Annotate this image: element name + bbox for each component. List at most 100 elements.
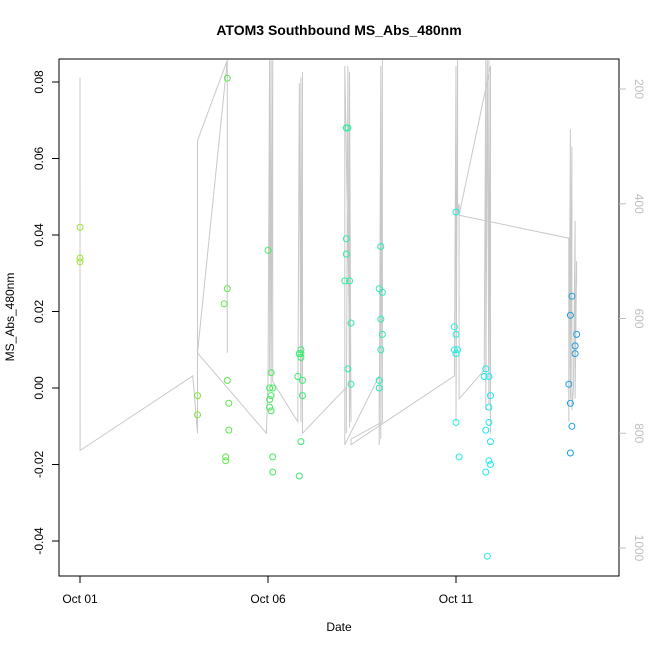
right-tick-label-0: 200 [632,79,646,99]
points-layer [76,74,581,560]
data-point-13 [264,246,272,254]
x-tick-label-1: Oct 06 [250,592,286,606]
data-point-57 [482,365,490,373]
data-point-39 [344,365,352,373]
y-tick-label-3: 0.02 [32,299,46,323]
data-point-64 [487,438,494,446]
data-point-10 [225,426,233,434]
data-point-33 [344,124,352,132]
data-point-9 [225,399,233,407]
data-point-48 [375,384,383,392]
data-point-27 [294,373,302,380]
right-tick-label-2: 600 [632,308,646,328]
data-point-1 [76,254,84,262]
data-point-66 [487,461,494,468]
depth-line [79,60,578,452]
y-tick-label-2: 0.00 [32,376,46,400]
data-point-30 [297,438,305,446]
x-axis-label: Date [326,620,352,634]
data-point-12 [222,457,230,465]
data-point-29 [299,392,306,400]
data-point-6 [223,74,231,82]
data-point-77 [566,449,574,457]
data-point-7 [223,285,231,293]
data-point-35 [342,250,350,258]
data-point-67 [482,468,490,476]
data-point-63 [482,426,490,434]
data-point-4 [194,411,201,419]
data-point-44 [377,315,385,323]
x-tick-label-2: Oct 11 [439,592,474,606]
data-point-56 [455,453,463,461]
right-tick-label-1: 400 [632,194,646,214]
data-point-65 [485,457,493,465]
data-point-68 [483,552,491,560]
data-point-76 [568,422,576,430]
data-point-52 [450,346,458,354]
data-point-53 [454,346,462,354]
chart-title: ATOM3 Southbound MS_Abs_480nm [216,22,461,38]
data-point-31 [295,472,303,480]
y-tick-label-4: 0.04 [32,223,46,247]
right-tick-label-4: 1000 [632,535,646,562]
data-point-16 [269,384,277,392]
y-tick-label-6: 0.08 [32,70,46,94]
data-point-36 [341,277,349,285]
data-point-8 [223,376,231,384]
data-point-18 [266,396,274,403]
y-tick-label-0: -0.04 [32,527,46,555]
right-tick-label-3: 800 [632,423,646,443]
data-point-43 [378,288,386,296]
data-point-71 [573,330,581,338]
data-point-34 [342,235,350,243]
y-tick-label-5: 0.06 [32,146,46,170]
y-tick-label-1: -0.02 [32,451,46,479]
y-axis-right: 200 400 600 800 1000 [619,79,646,562]
data-point-21 [269,453,277,461]
data-point-25 [297,353,305,361]
data-point-41 [377,243,385,250]
data-point-50 [450,323,458,331]
data-point-59 [485,373,493,380]
data-point-60 [487,392,494,400]
data-point-28 [299,376,306,384]
data-point-73 [571,350,579,358]
data-point-5 [220,300,228,308]
data-point-37 [346,277,353,285]
data-point-22 [269,468,277,476]
y-axis-left: -0.04 -0.02 0.00 0.02 0.04 0.06 0.08 [32,70,59,555]
data-point-55 [452,418,460,426]
x-tick-label-0: Oct 01 [62,592,98,606]
data-point-75 [566,399,574,407]
data-point-0 [76,223,84,231]
data-point-38 [347,319,355,327]
data-point-20 [267,407,275,415]
data-point-26 [297,350,305,358]
data-point-14 [267,369,275,377]
data-point-17 [267,392,275,400]
data-point-3 [194,392,201,400]
data-point-74 [565,380,573,388]
data-point-47 [375,376,383,384]
data-point-24 [297,346,305,354]
data-point-51 [452,330,460,338]
data-point-58 [480,373,488,380]
data-point-40 [347,380,355,388]
data-point-70 [566,311,574,319]
data-point-49 [452,208,460,216]
data-point-62 [485,418,493,426]
y-axis-label: MS_Abs_480nm [3,273,17,362]
data-point-45 [378,330,386,338]
x-axis: Oct 01 Oct 06 Oct 11 [62,576,474,606]
data-point-54 [452,350,460,358]
data-point-2 [76,258,84,266]
data-point-61 [485,403,493,411]
plot-frame [58,58,620,577]
data-point-19 [266,403,274,411]
depth-line-layer [79,60,578,452]
data-point-15 [266,384,274,392]
data-point-11 [222,453,230,461]
data-point-72 [571,342,579,350]
data-point-69 [568,292,576,300]
